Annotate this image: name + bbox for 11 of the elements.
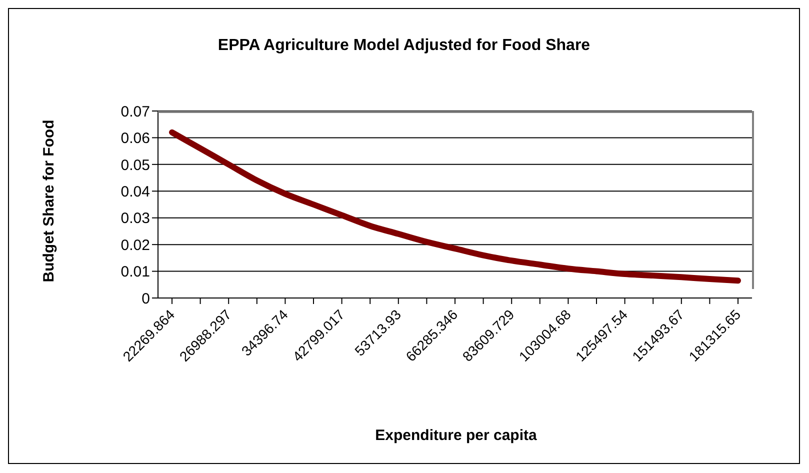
y-tick-label: 0.07 (120, 103, 150, 120)
y-axis-title: Budget Share for Food (40, 120, 58, 282)
y-tick-label: 0.04 (120, 183, 150, 200)
y-tick-label: 0.01 (120, 264, 150, 281)
y-tick-label: 0.02 (120, 236, 150, 254)
x-axis-title: Expenditure per capita (374, 427, 538, 444)
y-tick-label: 0.03 (120, 210, 150, 228)
y-tick-label: 0.05 (120, 156, 150, 174)
chart-title: EPPA Agriculture Model Adjusted for Food Share (216, 37, 592, 55)
y-tick-label: 0 (142, 290, 150, 308)
y-tick-label: 0.06 (120, 130, 150, 148)
